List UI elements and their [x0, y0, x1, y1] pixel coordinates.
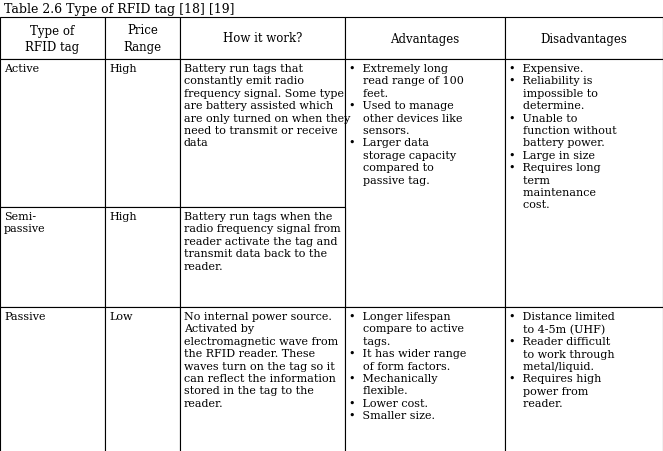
Bar: [345, 18, 505, 60]
Text: •  Extremely long
    read range of 100
    feet.
•  Used to manage
    other de: • Extremely long read range of 100 feet.…: [349, 64, 464, 185]
Text: Type of
RFID tag: Type of RFID tag: [25, 24, 80, 53]
Bar: [345, 307, 505, 451]
Text: High: High: [109, 212, 137, 221]
Bar: [180, 307, 345, 451]
Text: Semi-
passive: Semi- passive: [4, 212, 46, 234]
Text: Low: Low: [109, 311, 133, 321]
Bar: [0, 307, 105, 451]
Bar: [180, 18, 345, 60]
Text: Disadvantages: Disadvantages: [540, 32, 627, 46]
Text: •  Distance limited
    to 4-5m (UHF)
•  Reader difficult
    to work through
  : • Distance limited to 4-5m (UHF) • Reade…: [509, 311, 615, 408]
Text: Price
Range: Price Range: [123, 24, 162, 53]
Bar: [105, 307, 180, 451]
Bar: [0, 18, 105, 60]
Bar: [345, 60, 505, 307]
Bar: [105, 207, 180, 307]
Bar: [505, 60, 663, 307]
Bar: [180, 60, 345, 207]
Bar: [105, 60, 180, 207]
Text: Battery run tags when the
radio frequency signal from
reader activate the tag an: Battery run tags when the radio frequenc…: [184, 212, 341, 271]
Bar: [0, 207, 105, 307]
Bar: [105, 18, 180, 60]
Text: Passive: Passive: [4, 311, 46, 321]
Text: No internal power source.
Activated by
electromagnetic wave from
the RFID reader: No internal power source. Activated by e…: [184, 311, 338, 408]
Bar: [0, 60, 105, 207]
Text: Battery run tags that
constantly emit radio
frequency signal. Some type
are batt: Battery run tags that constantly emit ra…: [184, 64, 350, 148]
Text: Active: Active: [4, 64, 39, 74]
Bar: [180, 207, 345, 307]
Text: Table 2.6 Type of RFID tag [18] [19]: Table 2.6 Type of RFID tag [18] [19]: [4, 3, 235, 15]
Text: •  Expensive.
•  Reliability is
    impossible to
    determine.
•  Unable to
  : • Expensive. • Reliability is impossible…: [509, 64, 617, 210]
Bar: [505, 18, 663, 60]
Bar: [505, 307, 663, 451]
Text: How it work?: How it work?: [223, 32, 302, 46]
Text: •  Longer lifespan
    compare to active
    tags.
•  It has wider range
    of : • Longer lifespan compare to active tags…: [349, 311, 466, 420]
Text: High: High: [109, 64, 137, 74]
Text: Advantages: Advantages: [391, 32, 459, 46]
